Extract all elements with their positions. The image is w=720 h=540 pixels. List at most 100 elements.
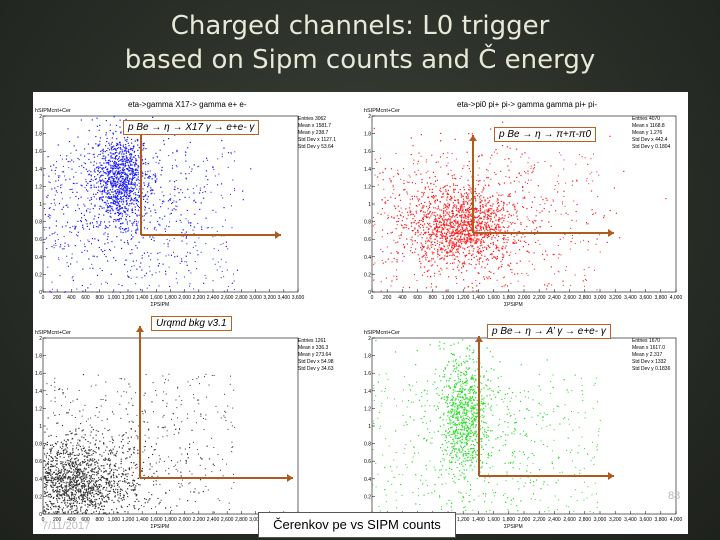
scatter-point (115, 170, 117, 172)
scatter-point (450, 246, 453, 248)
scatter-point (82, 471, 84, 473)
scatter-point (539, 211, 541, 214)
scatter-point (422, 218, 424, 220)
scatter-point (76, 182, 78, 184)
scatter-point (193, 164, 195, 166)
scatter-point (61, 171, 63, 173)
scatter-point (439, 254, 441, 256)
scatter-point (125, 184, 127, 186)
scatter-point (48, 214, 50, 216)
scatter-point (496, 192, 498, 194)
scatter-point (153, 237, 155, 239)
scatter-point (481, 191, 483, 193)
scatter-point (90, 385, 92, 387)
scatter-point (436, 236, 438, 238)
scatter-point (77, 136, 79, 138)
scatter-point (400, 234, 402, 237)
scatter-point (120, 395, 122, 397)
scatter-point (130, 190, 133, 192)
scatter-point (71, 453, 73, 455)
scatter-point (382, 251, 384, 253)
scatter-point (491, 238, 493, 240)
scatter-point (420, 219, 422, 222)
scatter-point (466, 202, 468, 204)
scatter-point (47, 467, 49, 469)
scatter-point (116, 511, 118, 513)
scatter-point (498, 210, 500, 212)
scatter-point (385, 167, 387, 169)
scatter-point (425, 240, 427, 242)
scatter-point (119, 151, 121, 153)
scatter-point (423, 254, 425, 257)
scatter-point (110, 469, 112, 472)
scatter-point (503, 276, 505, 278)
scatter-point (101, 270, 103, 272)
scatter-point (481, 266, 483, 268)
scatter-point (444, 227, 446, 229)
scatter-point (73, 496, 75, 498)
scatter-point (120, 466, 122, 468)
scatter-point (381, 236, 383, 238)
scatter-point (113, 165, 116, 167)
scatter-point (495, 248, 497, 250)
scatter-point (108, 197, 110, 199)
scatter-point (500, 218, 502, 220)
scatter-point (112, 196, 115, 198)
scatter-point (472, 250, 474, 252)
scatter-point (159, 217, 161, 219)
scatter-point (445, 289, 447, 291)
scatter-point (441, 227, 443, 229)
scatter-point (446, 208, 448, 210)
x-tick-label: 2,600 (563, 295, 576, 301)
scatter-point (117, 170, 120, 172)
scatter-point (52, 481, 54, 483)
scatter-point (124, 205, 126, 208)
scatter-point (207, 179, 209, 181)
scatter-point (120, 174, 123, 176)
scatter-point (465, 224, 467, 226)
scatter-point (128, 167, 131, 169)
scatter-point (97, 416, 99, 418)
scatter-point (134, 176, 136, 179)
scatter-point (452, 232, 454, 234)
scatter-point (115, 197, 117, 199)
scatter-point (113, 413, 115, 415)
scatter-point (164, 270, 167, 272)
scatter-point (494, 212, 496, 214)
scatter-point (142, 196, 144, 198)
scatter-point (116, 206, 118, 209)
scatter-point (121, 185, 124, 187)
scatter-point (402, 216, 405, 218)
scatter-point (194, 213, 196, 215)
scatter-point (434, 175, 436, 178)
scatter-point (440, 257, 442, 260)
scatter-point (106, 140, 108, 143)
scatter-point (105, 156, 107, 158)
stats-row: Mean y 1.276 (632, 130, 663, 136)
scatter-point (99, 224, 101, 226)
scatter-point (131, 158, 133, 160)
scatter-point (153, 193, 155, 195)
scatter-point (105, 196, 107, 198)
scatter-point (213, 248, 215, 250)
scatter-point (501, 222, 503, 224)
scatter-point (441, 229, 443, 231)
scatter-point (109, 129, 111, 132)
scatter-point (446, 236, 448, 238)
scatter-point (484, 234, 486, 236)
scatter-point (397, 169, 399, 171)
scatter-point (127, 488, 129, 490)
scatter-point (154, 176, 156, 178)
scatter-point (68, 476, 70, 479)
scatter-point (198, 237, 200, 239)
scatter-point (147, 170, 149, 173)
scatter-point (163, 243, 165, 245)
scatter-point (459, 209, 461, 211)
scatter-point (67, 206, 69, 208)
scatter-point (130, 172, 132, 174)
scatter-point (460, 175, 462, 177)
scatter-point (522, 233, 524, 235)
x-tick-label: 1,600 (150, 295, 163, 301)
scatter-point (571, 237, 573, 239)
scatter-point (467, 239, 469, 241)
